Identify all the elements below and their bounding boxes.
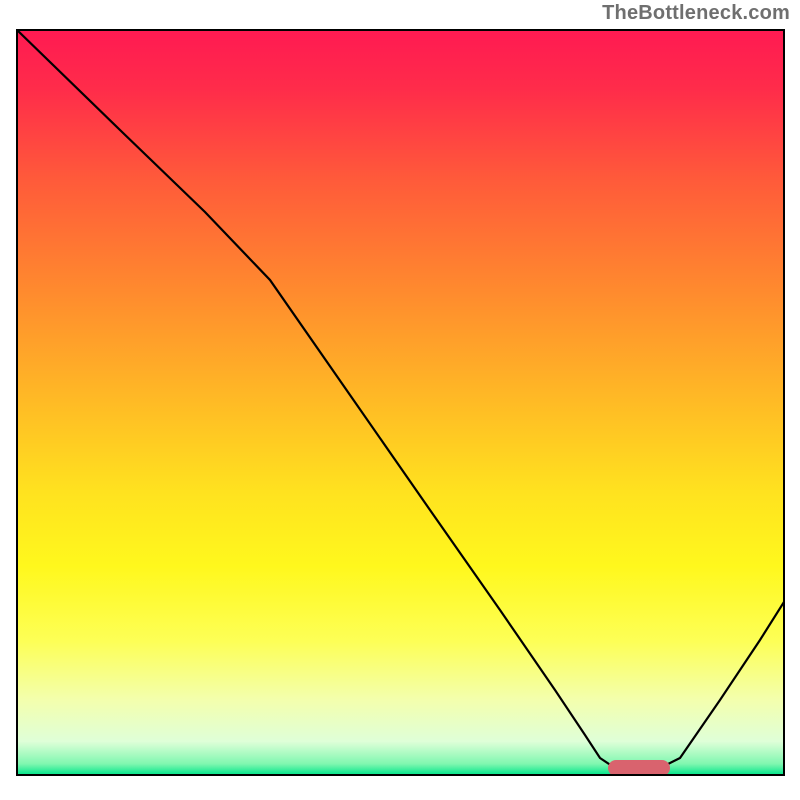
watermark-text: TheBottleneck.com (602, 2, 790, 25)
figure-container: { "figure": { "type": "line-over-gradien… (0, 0, 800, 800)
bottleneck-chart (0, 0, 800, 800)
plot-area (17, 30, 784, 776)
optimal-marker (608, 760, 670, 776)
